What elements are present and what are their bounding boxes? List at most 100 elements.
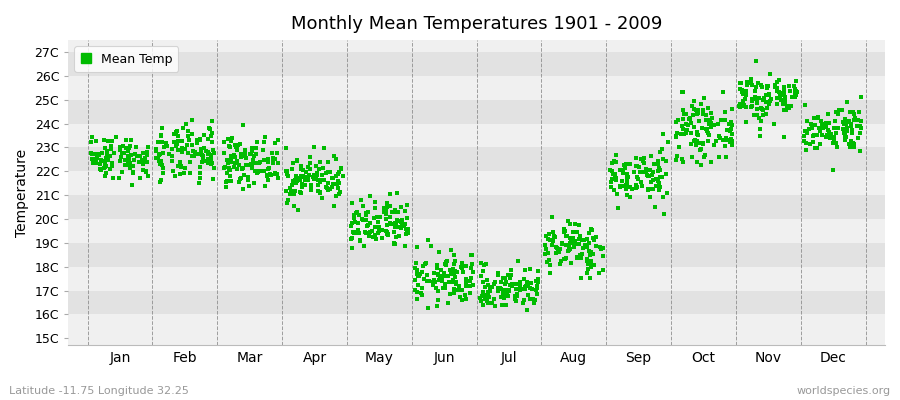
- Point: [508, 296, 522, 302]
- Point: [628, 155, 643, 161]
- Point: [745, 96, 760, 102]
- Point: [446, 268, 461, 274]
- Point: [433, 273, 447, 280]
- Point: [159, 140, 174, 147]
- Point: [718, 137, 733, 143]
- Point: [847, 144, 861, 150]
- Point: [481, 292, 495, 298]
- Point: [839, 126, 853, 132]
- Point: [427, 279, 441, 285]
- Point: [689, 138, 704, 144]
- Point: [188, 149, 202, 156]
- Point: [800, 118, 814, 124]
- Point: [344, 223, 358, 229]
- Point: [444, 247, 458, 253]
- Point: [312, 165, 327, 172]
- Point: [233, 141, 248, 147]
- Point: [295, 181, 310, 188]
- Point: [439, 257, 454, 264]
- Point: [289, 172, 303, 179]
- Point: [637, 168, 652, 175]
- Point: [677, 131, 691, 137]
- Point: [128, 150, 142, 157]
- Point: [619, 175, 634, 182]
- Point: [705, 115, 719, 121]
- Point: [369, 236, 383, 242]
- Point: [650, 176, 664, 182]
- Point: [816, 124, 831, 130]
- Point: [122, 154, 136, 160]
- Point: [482, 284, 497, 290]
- Point: [771, 88, 786, 95]
- Point: [498, 280, 512, 287]
- Point: [568, 221, 582, 227]
- Point: [430, 297, 445, 304]
- Point: [589, 234, 603, 240]
- Point: [757, 94, 771, 101]
- Point: [221, 158, 236, 164]
- Point: [581, 266, 596, 272]
- Point: [582, 240, 597, 246]
- Point: [410, 267, 424, 274]
- Point: [497, 293, 511, 299]
- Point: [605, 167, 619, 174]
- Point: [618, 161, 633, 168]
- Point: [194, 150, 208, 156]
- Point: [496, 275, 510, 282]
- Point: [491, 270, 505, 277]
- Point: [271, 175, 285, 182]
- Point: [755, 106, 770, 112]
- Point: [280, 168, 294, 175]
- Point: [651, 168, 665, 174]
- Point: [572, 241, 586, 247]
- Point: [361, 209, 375, 215]
- Point: [334, 165, 348, 172]
- Point: [559, 255, 573, 262]
- Point: [286, 191, 301, 198]
- Point: [400, 202, 414, 209]
- Point: [841, 119, 855, 125]
- Point: [88, 156, 103, 162]
- Point: [238, 147, 253, 153]
- Point: [837, 130, 851, 136]
- Point: [94, 156, 108, 163]
- Point: [479, 293, 493, 300]
- Point: [241, 183, 256, 189]
- Point: [98, 159, 112, 165]
- Point: [476, 302, 491, 308]
- Point: [419, 278, 434, 284]
- Point: [797, 102, 812, 108]
- Point: [349, 210, 364, 216]
- Point: [693, 140, 707, 146]
- Point: [170, 141, 184, 148]
- Point: [235, 186, 249, 192]
- Point: [301, 173, 315, 180]
- Point: [616, 170, 630, 177]
- Point: [298, 177, 312, 184]
- Point: [181, 133, 195, 140]
- Point: [814, 132, 829, 138]
- Point: [183, 170, 197, 176]
- Point: [724, 131, 739, 138]
- Point: [234, 154, 248, 160]
- Point: [389, 220, 403, 226]
- Point: [350, 220, 365, 227]
- Point: [446, 289, 461, 296]
- Point: [806, 132, 821, 139]
- Point: [400, 214, 414, 221]
- Point: [90, 152, 104, 158]
- Point: [195, 152, 210, 159]
- Point: [299, 174, 313, 180]
- Point: [647, 161, 662, 168]
- Point: [256, 157, 271, 163]
- Point: [607, 187, 621, 193]
- Point: [829, 140, 843, 146]
- Point: [844, 120, 859, 127]
- Point: [154, 158, 168, 164]
- Point: [320, 184, 335, 191]
- Point: [247, 160, 261, 166]
- Point: [244, 151, 258, 158]
- Point: [850, 135, 865, 141]
- Point: [788, 92, 803, 98]
- Point: [595, 245, 609, 251]
